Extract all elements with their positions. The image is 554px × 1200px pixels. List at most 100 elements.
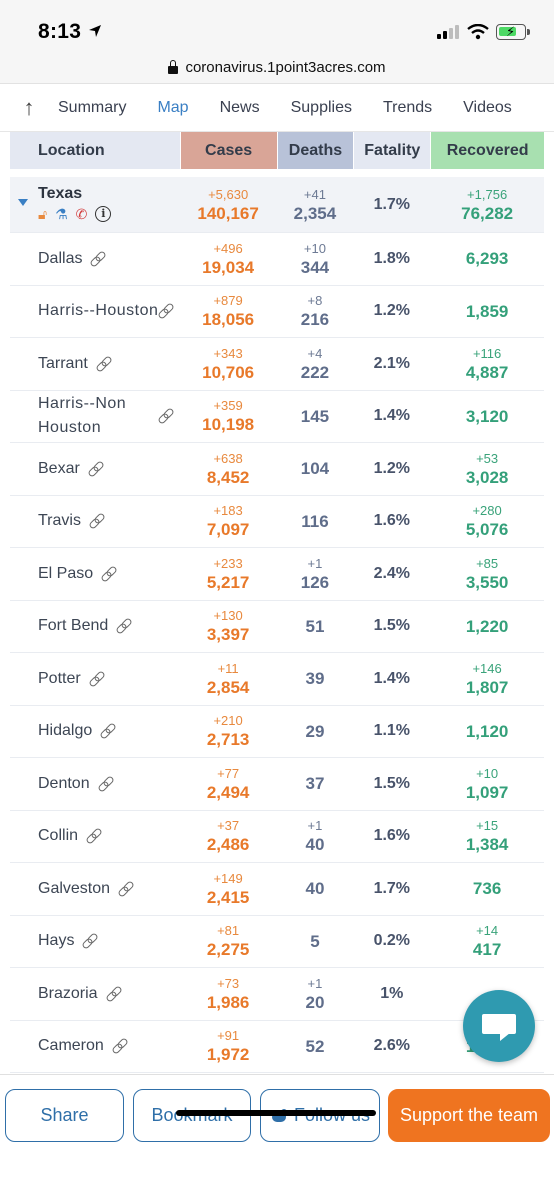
lock-open-icon[interactable]: 🔓︎ [38,206,48,222]
cases-value: 10,198 [202,415,255,435]
fatality-cell: 1.2% [373,459,411,477]
link-icon[interactable] [116,619,132,633]
deaths-delta: +1 [307,555,323,571]
cases-delta: +11 [217,660,239,676]
tab-map[interactable]: Map [157,98,189,116]
header-deaths[interactable]: Deaths [277,132,354,169]
link-icon[interactable] [100,724,116,738]
link-icon[interactable] [88,462,104,476]
header-recovered[interactable]: Recovered [431,132,544,169]
share-button[interactable]: Share [5,1089,124,1142]
deaths-cell: 52 [277,1021,354,1073]
deaths-delta: +4 [307,345,323,361]
recovered-value: 3,028 [465,467,509,487]
support-team-button[interactable]: Support the team [388,1089,550,1142]
recovered-cell: +14 417 [430,916,544,968]
cases-value: 1,986 [206,992,250,1012]
phone-icon[interactable]: ✆ [75,206,88,222]
table-row[interactable]: Potter +11 2,854 39 1.4% +146 1,807 [10,653,544,706]
link-icon[interactable] [112,1039,128,1053]
link-icon[interactable] [98,777,114,791]
deaths-cell: +1 126 [277,548,354,600]
table-row[interactable]: Bexar +638 8,452 104 1.2% +53 3,028 [10,443,544,496]
recovered-cell: 1,859 [430,286,544,338]
table-row[interactable]: Brazoria +73 1,986 +1 20 1% [10,968,544,1021]
link-icon[interactable] [158,304,174,318]
location-cell: Hays [10,916,180,968]
table-row[interactable]: Fort Bend +130 3,397 51 1.5% 1,220 [10,601,544,653]
header-cases[interactable]: Cases [180,132,277,169]
cases-delta: +233 [213,555,243,571]
recovered-delta: +15 [476,818,499,834]
link-icon[interactable] [101,567,117,581]
flask-icon[interactable]: ⚗︎ [55,206,68,222]
location-cell: Bexar [10,443,180,495]
back-to-top-arrow-icon[interactable]: ↑ [23,94,35,120]
recovered-cell: +146 1,807 [430,653,544,705]
location-name: Collin [38,827,79,845]
link-icon[interactable] [86,829,102,843]
location-cell: Collin [10,811,180,863]
table-row[interactable]: Travis +183 7,097 116 1.6% +280 5,076 [10,496,544,548]
cases-delta: +496 [213,240,243,256]
recovered-value: 1,807 [465,677,509,697]
deaths-cell: +10 344 [277,233,354,285]
table-row[interactable]: Collin +37 2,486 +1 40 1.6% +15 1,384 [10,811,544,863]
table-header: Location Cases Deaths Fatality Recovered [10,132,544,169]
cases-value: 2,415 [206,887,250,907]
table-row[interactable]: Dallas +496 19,034 +10 344 1.8% 6,293 [10,233,544,286]
table-row[interactable]: Denton +77 2,494 37 1.5% +10 1,097 [10,758,544,811]
cases-value: 2,494 [206,782,250,802]
cases-cell: +496 19,034 [180,233,277,285]
cases-value: 3,397 [206,625,250,645]
recovered-delta: +1,756 [467,186,508,202]
tab-trends[interactable]: Trends [382,98,433,116]
table-row[interactable]: Galveston +149 2,415 40 1.7% 736 [10,863,544,916]
cases-delta: +5,630 [208,186,249,202]
link-icon[interactable] [158,409,174,423]
link-icon[interactable] [90,252,106,266]
deaths-value: 2,354 [293,203,337,223]
tab-supplies[interactable]: Supplies [290,98,352,116]
link-icon[interactable] [89,672,105,686]
header-location[interactable]: Location [10,132,180,169]
recovered-cell: +1,756 76,282 [430,177,544,232]
cases-delta: +73 [217,975,240,991]
state-row-texas[interactable]: Texas 🔓︎ ⚗︎ ✆ i +5,630 140,167 +41 2,354… [10,169,544,233]
deaths-cell: 40 [277,863,354,915]
deaths-value: 5 [310,931,320,951]
collapse-caret-icon[interactable] [18,199,28,206]
table-row[interactable]: El Paso +233 5,217 +1 126 2.4% +85 3,550 [10,548,544,601]
link-icon[interactable] [82,934,98,948]
tab-videos[interactable]: Videos [463,98,512,116]
deaths-value: 40 [305,835,325,855]
cases-value: 2,854 [206,677,250,697]
cases-delta: +81 [217,923,240,939]
cases-value: 7,097 [206,520,250,540]
tab-summary[interactable]: Summary [58,98,127,116]
link-icon[interactable] [89,514,105,528]
deaths-value: 145 [300,406,330,426]
location-name: Cameron [38,1037,104,1055]
table-row[interactable]: Hays +81 2,275 5 0.2% +14 417 [10,916,544,968]
info-icon[interactable]: i [95,206,112,222]
deaths-cell: 51 [277,601,354,653]
tab-news[interactable]: News [219,98,260,116]
cases-cell: +343 10,706 [180,338,277,390]
table-row[interactable]: Hidalgo +210 2,713 29 1.1% 1,120 [10,706,544,758]
address-bar[interactable]: coronavirus.1point3acres.com [0,52,554,84]
table-row[interactable]: Harris--Non Houston +359 10,198 145 1.4% 3,12… [10,391,544,443]
chat-bubble-icon[interactable] [463,990,535,1062]
link-icon[interactable] [106,987,122,1001]
location-cell: Potter [10,653,180,705]
table-row[interactable]: Tarrant +343 10,706 +4 222 2.1% +116 4,887 [10,338,544,391]
header-fatality[interactable]: Fatality [354,132,431,169]
table-row[interactable]: Harris--Houston +879 18,056 +8 216 1.2% 1,859 [10,286,544,338]
cases-cell: +879 18,056 [180,286,277,338]
recovered-value: 1,120 [465,721,509,741]
fatality-cell: 2.1% [373,354,411,372]
link-icon[interactable] [118,882,134,896]
location-name: Travis [38,512,81,530]
link-icon[interactable] [96,357,112,371]
location-name: Denton [38,774,90,792]
